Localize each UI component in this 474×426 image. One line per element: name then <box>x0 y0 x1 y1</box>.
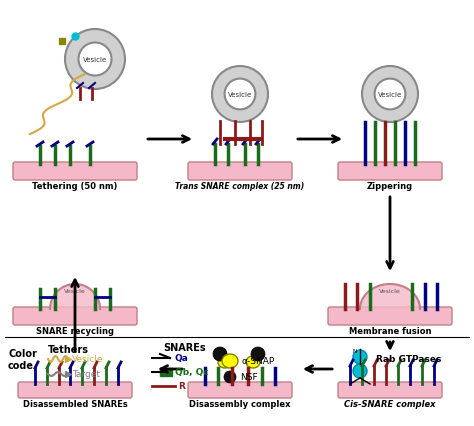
Text: α-SNAP: α-SNAP <box>242 357 275 366</box>
Text: Vesicle: Vesicle <box>64 289 86 294</box>
Text: Vesicle: Vesicle <box>72 355 103 364</box>
Text: Tethers: Tethers <box>47 344 89 354</box>
Text: Tethering (50 nm): Tethering (50 nm) <box>32 181 118 190</box>
Text: SNARE recycling: SNARE recycling <box>36 326 114 335</box>
Text: Color
code: Color code <box>8 348 37 370</box>
Circle shape <box>362 67 418 123</box>
Text: Vesicle: Vesicle <box>379 289 401 294</box>
Circle shape <box>65 30 125 90</box>
Text: Trans SNARE complex (25 nm): Trans SNARE complex (25 nm) <box>175 181 305 190</box>
Text: Cis-SNARE complex: Cis-SNARE complex <box>344 399 436 408</box>
Circle shape <box>353 350 367 364</box>
Circle shape <box>225 79 255 110</box>
Circle shape <box>79 43 111 76</box>
Text: Vesicle: Vesicle <box>83 57 107 63</box>
Bar <box>160 368 172 376</box>
Ellipse shape <box>218 356 232 368</box>
Text: Qb, Qc: Qb, Qc <box>175 368 209 377</box>
FancyBboxPatch shape <box>188 382 292 398</box>
Text: Target: Target <box>72 370 100 379</box>
Text: SNAREs: SNAREs <box>164 342 206 352</box>
FancyBboxPatch shape <box>13 307 137 325</box>
Circle shape <box>374 79 405 110</box>
FancyBboxPatch shape <box>328 307 452 325</box>
Circle shape <box>212 67 268 123</box>
Text: Zippering: Zippering <box>367 181 413 190</box>
FancyBboxPatch shape <box>13 163 137 181</box>
FancyBboxPatch shape <box>338 163 442 181</box>
Circle shape <box>251 347 265 361</box>
Text: R: R <box>178 382 185 391</box>
FancyBboxPatch shape <box>188 163 292 181</box>
Circle shape <box>353 364 367 378</box>
Text: Disassembled SNAREs: Disassembled SNAREs <box>23 399 128 408</box>
Text: NSF: NSF <box>240 373 258 382</box>
FancyBboxPatch shape <box>338 382 442 398</box>
Text: Vesicle: Vesicle <box>378 92 402 98</box>
Text: Membrane fusion: Membrane fusion <box>349 326 431 335</box>
Text: Rab GTPases: Rab GTPases <box>376 355 441 364</box>
Text: Disassembly complex: Disassembly complex <box>189 399 291 408</box>
Text: Qa: Qa <box>175 354 189 363</box>
Circle shape <box>213 347 227 361</box>
FancyBboxPatch shape <box>18 382 132 398</box>
Text: N: N <box>353 349 357 354</box>
Ellipse shape <box>222 354 238 368</box>
Ellipse shape <box>246 356 260 368</box>
Circle shape <box>224 371 236 383</box>
Text: Vesicle: Vesicle <box>228 92 252 98</box>
